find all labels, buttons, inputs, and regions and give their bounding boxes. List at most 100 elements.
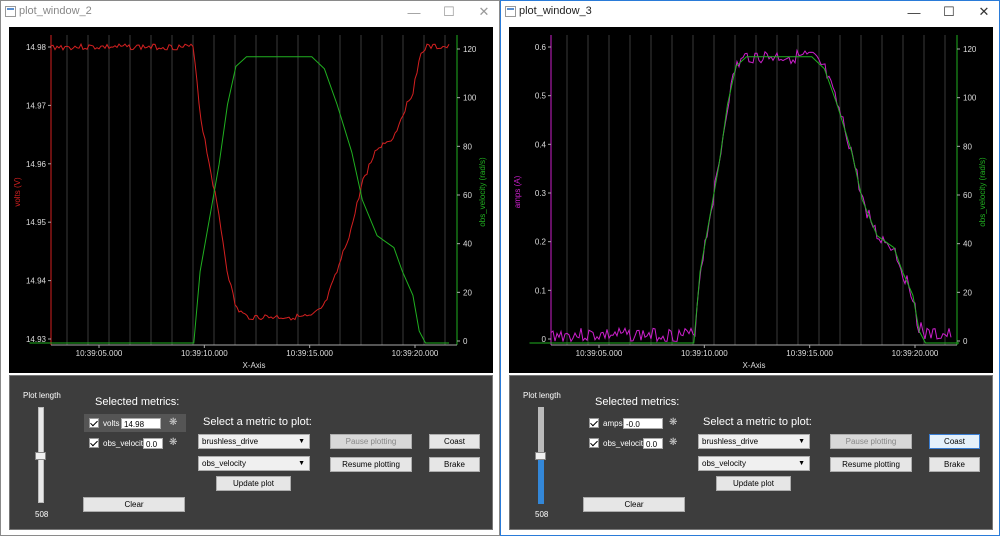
metric-checkbox-amps[interactable] (589, 418, 599, 428)
plot-length-value: 508 (535, 510, 549, 519)
brake-button[interactable]: Brake (429, 457, 480, 472)
plot-length-slider[interactable] (535, 407, 546, 504)
chevron-down-icon: ▼ (298, 460, 305, 467)
metric-value: -0.0 (623, 418, 663, 429)
right-tick-label: 60 (963, 191, 972, 200)
maximize-icon[interactable]: ☐ (943, 4, 955, 19)
plot-length-slider[interactable] (35, 407, 46, 503)
window-title: plot_window_3 (519, 5, 592, 17)
gear-icon[interactable]: ❋ (669, 437, 678, 448)
right-tick-label: 40 (963, 240, 972, 249)
app-icon (5, 6, 16, 17)
chevron-down-icon: ▼ (798, 438, 805, 445)
left-tick-label: 0.3 (535, 189, 547, 198)
left-tick-label: 14.96 (26, 160, 47, 169)
right-tick-label: 20 (463, 288, 472, 297)
close-icon[interactable]: ✕ (478, 4, 490, 19)
x-tick-label: 10:39:05.000 (576, 349, 623, 358)
left-axis-label: amps (A) (513, 175, 522, 208)
clear-button[interactable]: Clear (583, 497, 685, 512)
combo-text: obs_velocity (202, 459, 247, 468)
right-tick-label: 100 (963, 94, 977, 103)
minimize-icon[interactable]: — (407, 4, 421, 20)
x-tick-label: 10:39:15.000 (786, 349, 833, 358)
metric-value: 0.0 (143, 438, 163, 449)
control-panel: Plot length 508 Selected metrics: volts … (9, 375, 493, 530)
x-axis-label: X-Axis (742, 361, 765, 370)
plot-area[interactable]: 14.98 14.97 14.96 14.95 14.94 14.93 120 100 80 60… (9, 27, 493, 373)
x-tick-label: 10:39:20.000 (392, 349, 439, 358)
left-tick-label: 14.95 (26, 218, 47, 227)
right-tick-label: 60 (463, 191, 472, 200)
title-bar[interactable]: plot_window_2 — ☐ ✕ (1, 1, 499, 23)
coast-button[interactable]: Coast (929, 434, 980, 449)
left-tick-label: 14.93 (26, 335, 47, 344)
metric-combo[interactable]: obs_velocity ▼ (198, 456, 310, 471)
app-icon (505, 6, 516, 17)
pause-plotting-button[interactable]: Pause plotting (330, 434, 412, 449)
metric-name: volts (103, 419, 120, 428)
combo-text: obs_velocity (702, 459, 747, 468)
gear-icon[interactable]: ❋ (169, 437, 178, 448)
title-bar[interactable]: plot_window_3 — ☐ ✕ (501, 1, 999, 23)
left-tick-label: 0.2 (535, 238, 547, 247)
right-axis-label: obs_velocity (rad/s) (478, 157, 487, 227)
right-axis-label: obs_velocity (rad/s) (978, 157, 987, 227)
pause-plotting-button[interactable]: Pause plotting (830, 434, 912, 449)
left-tick-label: 14.98 (26, 43, 47, 52)
slider-thumb[interactable] (535, 452, 546, 460)
select-metric-label: Select a metric to plot: (203, 416, 312, 428)
plot-length-value: 508 (35, 510, 49, 519)
right-tick-label: 120 (963, 45, 977, 54)
device-combo[interactable]: brushless_drive ▼ (698, 434, 810, 449)
x-tick-label: 10:39:10.000 (681, 349, 728, 358)
left-tick-label: 14.97 (26, 101, 47, 110)
chevron-down-icon: ▼ (798, 460, 805, 467)
plot-area[interactable]: 0.6 0.5 0.4 0.3 0.2 0.1 0 120 100 80 60 40 20 0 10:39:… (509, 27, 993, 373)
right-tick-label: 100 (463, 94, 477, 103)
minimize-icon[interactable]: — (907, 4, 921, 20)
x-tick-label: 10:39:05.000 (76, 349, 123, 358)
selected-metrics-label: Selected metrics: (95, 396, 180, 408)
left-tick-label: 0.1 (535, 286, 547, 295)
metric-name: obs_velocit (603, 439, 644, 448)
slider-thumb[interactable] (35, 452, 46, 460)
right-tick-label: 0 (463, 337, 468, 346)
close-icon[interactable]: ✕ (978, 4, 990, 19)
update-plot-button[interactable]: Update plot (716, 476, 791, 491)
left-axis-label: volts (V) (13, 177, 22, 207)
amps-series (550, 48, 952, 343)
right-tick-label: 80 (963, 142, 972, 151)
resume-plotting-button[interactable]: Resume plotting (830, 457, 912, 472)
plot-canvas: 0.6 0.5 0.4 0.3 0.2 0.1 0 120 100 80 60 40 20 0 10:39:… (513, 35, 987, 370)
gear-icon[interactable]: ❋ (169, 417, 178, 428)
plot-canvas: 14.98 14.97 14.96 14.95 14.94 14.93 120 100 80 60… (13, 35, 487, 370)
metric-checkbox-volts[interactable] (89, 418, 99, 428)
plot-length-label: Plot length (23, 391, 61, 400)
left-tick-label: 0.4 (535, 140, 547, 149)
x-tick-label: 10:39:15.000 (286, 349, 333, 358)
update-plot-button[interactable]: Update plot (216, 476, 291, 491)
device-combo[interactable]: brushless_drive ▼ (198, 434, 310, 449)
metric-checkbox-obs-velocity[interactable] (89, 438, 99, 448)
slider-fill (538, 452, 544, 504)
combo-text: brushless_drive (202, 437, 259, 446)
metric-name: amps (603, 419, 623, 428)
x-axis-label: X-Axis (242, 361, 265, 370)
left-tick-label: 0 (542, 335, 547, 344)
left-tick-label: 0.5 (535, 92, 547, 101)
coast-button[interactable]: Coast (429, 434, 480, 449)
metric-checkbox-obs-velocity[interactable] (589, 438, 599, 448)
x-tick-label: 10:39:10.000 (181, 349, 228, 358)
plot-window-2: plot_window_2 — ☐ ✕ 14.98 14.97 14.96 14.95… (0, 0, 500, 536)
brake-button[interactable]: Brake (929, 457, 980, 472)
metric-combo[interactable]: obs_velocity ▼ (698, 456, 810, 471)
maximize-icon[interactable]: ☐ (443, 4, 455, 19)
combo-text: brushless_drive (702, 437, 759, 446)
metric-name: obs_velocit (103, 439, 144, 448)
gear-icon[interactable]: ❋ (669, 417, 678, 428)
resume-plotting-button[interactable]: Resume plotting (330, 457, 412, 472)
clear-button[interactable]: Clear (83, 497, 185, 512)
volts-series (50, 42, 450, 321)
left-tick-label: 14.94 (26, 277, 47, 286)
